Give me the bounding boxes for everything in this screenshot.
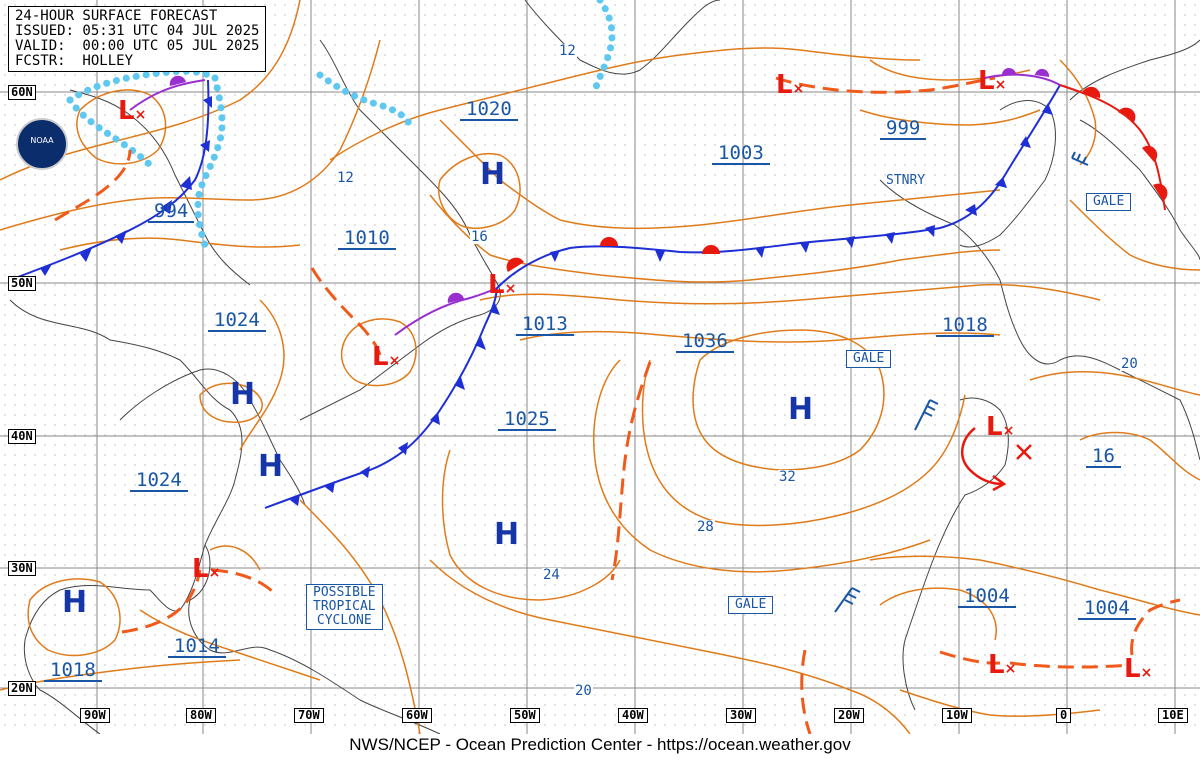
lon-label-90w: 90W	[80, 708, 110, 723]
stationary-front-label: STNRY	[886, 173, 926, 188]
low-pressure-center: L×	[986, 412, 1015, 442]
forecaster: FCSTR: HOLLEY	[15, 53, 134, 69]
pressure-label: 1014	[168, 636, 226, 658]
lon-label-50w: 50W	[510, 708, 540, 723]
low-pressure-center: L×	[192, 554, 221, 584]
gale-warning-label: GALE	[728, 596, 774, 614]
ice-edge	[66, 0, 616, 249]
cold-front-symbols	[40, 96, 1053, 506]
low-x-markers	[1016, 444, 1032, 460]
troughs	[54, 76, 1181, 735]
lon-label-10w: 10W	[942, 708, 972, 723]
issued-time: ISSUED: 05:31 UTC 04 JUL 2025	[15, 23, 260, 39]
product-title: 24-HOUR SURFACE FORECAST	[15, 8, 218, 24]
pressure-label: 1036	[676, 331, 734, 353]
lon-label-70w: 70W	[294, 708, 324, 723]
high-pressure-center: H	[788, 392, 814, 427]
lon-label-60w: 60W	[402, 708, 432, 723]
lat-lon-dot-grid	[0, 0, 1200, 734]
low-pressure-center: L×	[1124, 654, 1153, 684]
low-pressure-center: L×	[978, 66, 1007, 96]
occluded-fronts	[129, 73, 1061, 336]
pressure-label: 999	[880, 118, 927, 140]
lon-label-20w: 20W	[834, 708, 864, 723]
lon-label-80w: 80W	[186, 708, 216, 723]
isoline-label: 28	[696, 519, 715, 535]
low-pressure-center: L×	[488, 270, 517, 300]
high-pressure-center: H	[494, 517, 520, 552]
pressure-label: 1018	[936, 315, 994, 337]
pressure-label: 1024	[130, 470, 188, 492]
lon-label-30w: 30W	[726, 708, 756, 723]
pressure-label: 1020	[460, 99, 518, 121]
isoline-label: 20	[574, 683, 593, 699]
isoline-label: 12	[336, 170, 355, 186]
high-pressure-center: H	[258, 449, 284, 484]
low-pressure-center: L×	[776, 70, 805, 100]
low-pressure-center: L×	[372, 342, 401, 372]
lat-label-20n: 20N	[8, 681, 36, 696]
low-pressure-center: L×	[118, 96, 147, 126]
high-pressure-center: H	[62, 585, 88, 620]
lon-label-0: 0	[1056, 708, 1072, 723]
coastlines	[9, 0, 1200, 735]
isoline-label: 24	[542, 567, 561, 583]
occluded-front-symbols	[169, 67, 1050, 303]
lon-label-10e: 10E	[1158, 708, 1188, 723]
pressure-label: 1003	[712, 143, 770, 165]
forecast-header: 24-HOUR SURFACE FORECAST ISSUED: 05:31 U…	[8, 6, 267, 72]
pressure-label: 1004	[1078, 598, 1136, 620]
high-pressure-center: H	[480, 157, 506, 192]
pressure-label: 1010	[338, 228, 396, 250]
isoline-label: 12	[558, 43, 577, 59]
storm-track-arrow	[961, 427, 1007, 492]
isoline-label: 32	[778, 469, 797, 485]
lon-label-40w: 40W	[618, 708, 648, 723]
warm-front-symbols	[506, 86, 1168, 272]
lat-label-40n: 40N	[8, 429, 36, 444]
footer-credit: NWS/NCEP - Ocean Prediction Center - htt…	[0, 734, 1200, 764]
pressure-label: 1004	[958, 586, 1016, 608]
valid-time: VALID: 00:00 UTC 05 JUL 2025	[15, 38, 260, 54]
isoline-label: 16	[470, 229, 489, 245]
pressure-label: 1018	[44, 660, 102, 682]
lat-label-50n: 50N	[8, 276, 36, 291]
lat-label-60n: 60N	[8, 85, 36, 100]
lat-label-30n: 30N	[8, 561, 36, 576]
noaa-logo: NOAA	[16, 118, 68, 170]
high-pressure-center: H	[230, 377, 256, 412]
gale-warning-label: GALE	[1086, 193, 1132, 211]
pressure-label: 994	[148, 201, 195, 223]
pressure-label: 1013	[516, 314, 574, 336]
wind-barbs	[834, 151, 1089, 613]
pressure-label: 1024	[208, 310, 266, 332]
isobars	[0, 0, 1200, 735]
low-pressure-center: L×	[988, 650, 1017, 680]
tropical-cyclone-label: POSSIBLE TROPICAL CYCLONE	[306, 584, 383, 630]
pressure-label: 16	[1086, 446, 1121, 468]
isoline-label: 20	[1120, 356, 1139, 372]
gale-warning-label: GALE	[846, 350, 892, 368]
pressure-label: 1025	[498, 409, 556, 431]
